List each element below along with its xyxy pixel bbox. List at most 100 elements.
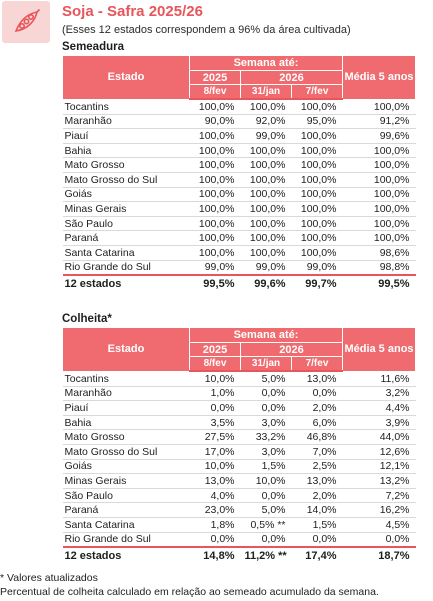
value-2026-a-cell: 100,0% <box>240 157 292 173</box>
table-row: Santa Catarina 100,0% 100,0% 100,0% 98,6% <box>62 245 416 261</box>
value-2026-a-cell: 100,0% <box>240 201 292 217</box>
value-2026-a-cell: 100,0% <box>240 216 292 232</box>
table-row: Bahia 100,0% 100,0% 100,0% 100,0% <box>62 143 416 159</box>
report-header: Soja - Safra 2025/26 (Esses 12 estados c… <box>0 0 433 44</box>
state-name-cell: Piauí <box>62 128 190 144</box>
table-row: São Paulo 4,0% 0,0% 2,0% 7,2% <box>62 488 416 504</box>
value-2026-a-cell: 99,6% <box>240 274 292 292</box>
table-row: Maranhão 1,0% 0,0% 0,0% 3,2% <box>62 386 416 402</box>
table-total-row: 12 estados 14,8% 11,2% ** 17,4% 18,7% <box>62 546 416 564</box>
table-row: Maranhão 90,0% 92,0% 95,0% 91,2% <box>62 114 416 130</box>
average-5y-cell: 100,0% <box>342 230 416 246</box>
state-name-cell: Paraná <box>62 230 190 246</box>
value-2026-a-cell: 99,0% <box>240 128 292 144</box>
value-2025-cell: 0,0% <box>189 532 241 548</box>
average-5y-cell: 4,4% <box>342 400 416 416</box>
col-header-date: 8/fev <box>189 356 241 372</box>
average-5y-cell: 3,2% <box>342 386 416 402</box>
col-header-estado: Estado <box>62 327 190 372</box>
average-5y-cell: 16,2% <box>342 502 416 518</box>
value-2026-a-cell: 33,2% <box>240 429 292 445</box>
value-2026-b-cell: 95,0% <box>291 114 343 130</box>
state-name-cell: Rio Grande do Sul <box>62 260 190 276</box>
colheita-table: Estado Semana até: Média 5 anos 2025 202… <box>62 327 416 564</box>
section-title-semeadura: Semeadura <box>62 41 125 53</box>
state-name-cell: Mato Grosso <box>62 429 190 445</box>
value-2026-a-cell: 100,0% <box>240 99 292 115</box>
value-2026-b-cell: 100,0% <box>291 128 343 144</box>
average-5y-cell: 11,6% <box>342 371 416 387</box>
state-name-cell: Maranhão <box>62 386 190 402</box>
col-header-media: Média 5 anos <box>342 55 416 100</box>
semeadura-table: Estado Semana até: Média 5 anos 2025 202… <box>62 55 416 292</box>
value-2025-cell: 17,0% <box>189 444 241 460</box>
state-name-cell: Maranhão <box>62 114 190 130</box>
value-2026-a-cell: 10,0% <box>240 473 292 489</box>
value-2025-cell: 100,0% <box>189 201 241 217</box>
table-row: Mato Grosso 100,0% 100,0% 100,0% 100,0% <box>62 157 416 173</box>
state-name-cell: Bahia <box>62 415 190 431</box>
average-5y-cell: 100,0% <box>342 172 416 188</box>
value-2026-a-cell: 0,0% <box>240 400 292 416</box>
value-2026-b-cell: 1,5% <box>291 517 343 533</box>
col-header-year-2025: 2025 <box>189 70 241 85</box>
value-2026-b-cell: 2,0% <box>291 400 343 416</box>
col-header-estado: Estado <box>62 55 190 100</box>
value-2026-a-cell: 100,0% <box>240 245 292 261</box>
table-row: Mato Grosso do Sul 100,0% 100,0% 100,0% 100,… <box>62 172 416 188</box>
value-2025-cell: 14,8% <box>189 546 241 564</box>
state-name-cell: Goiás <box>62 459 190 475</box>
col-header-date: 7/fev <box>291 356 343 372</box>
value-2026-b-cell: 100,0% <box>291 230 343 246</box>
average-5y-cell: 44,0% <box>342 429 416 445</box>
value-2025-cell: 100,0% <box>189 230 241 246</box>
value-2025-cell: 100,0% <box>189 172 241 188</box>
value-2025-cell: 100,0% <box>189 99 241 115</box>
value-2026-b-cell: 17,4% <box>291 546 343 564</box>
average-5y-cell: 100,0% <box>342 187 416 203</box>
table-row: Minas Gerais 100,0% 100,0% 100,0% 100,0% <box>62 201 416 217</box>
value-2026-b-cell: 100,0% <box>291 99 343 115</box>
average-5y-cell: 100,0% <box>342 216 416 232</box>
value-2025-cell: 90,0% <box>189 114 241 130</box>
value-2025-cell: 4,0% <box>189 488 241 504</box>
state-name-cell: Mato Grosso do Sul <box>62 172 190 188</box>
value-2026-b-cell: 100,0% <box>291 201 343 217</box>
average-5y-cell: 100,0% <box>342 143 416 159</box>
table-row: Mato Grosso do Sul 17,0% 3,0% 7,0% 12,6% <box>62 444 416 460</box>
value-2025-cell: 0,0% <box>189 400 241 416</box>
value-2026-b-cell: 0,0% <box>291 532 343 548</box>
col-header-date: 7/fev <box>291 84 343 100</box>
table-row: Santa Catarina 1,8% 0,5% ** 1,5% 4,5% <box>62 517 416 533</box>
value-2026-b-cell: 13,0% <box>291 473 343 489</box>
table-row: Piauí 0,0% 0,0% 2,0% 4,4% <box>62 400 416 416</box>
value-2025-cell: 100,0% <box>189 245 241 261</box>
value-2025-cell: 100,0% <box>189 216 241 232</box>
soybean-logo <box>2 1 50 43</box>
value-2026-a-cell: 100,0% <box>240 187 292 203</box>
state-name-cell: Bahia <box>62 143 190 159</box>
table-row: Goiás 100,0% 100,0% 100,0% 100,0% <box>62 187 416 203</box>
col-header-date: 31/jan <box>240 356 292 372</box>
average-5y-cell: 12,6% <box>342 444 416 460</box>
average-5y-cell: 12,1% <box>342 459 416 475</box>
value-2025-cell: 1,8% <box>189 517 241 533</box>
value-2026-b-cell: 2,5% <box>291 459 343 475</box>
table-row: Paraná 100,0% 100,0% 100,0% 100,0% <box>62 230 416 246</box>
state-name-cell: 12 estados <box>62 546 190 564</box>
value-2026-a-cell: 0,0% <box>240 488 292 504</box>
table-row: Rio Grande do Sul 99,0% 99,0% 99,0% 98,8% <box>62 260 416 276</box>
value-2026-b-cell: 0,0% <box>291 386 343 402</box>
value-2025-cell: 3,5% <box>189 415 241 431</box>
value-2026-b-cell: 100,0% <box>291 157 343 173</box>
average-5y-cell: 7,2% <box>342 488 416 504</box>
footnote-harvest-note: Percentual de colheita calculado em rela… <box>0 586 379 598</box>
col-header-year-2026: 2026 <box>240 70 343 85</box>
value-2026-a-cell: 3,0% <box>240 444 292 460</box>
table-row: Mato Grosso 27,5% 33,2% 46,8% 44,0% <box>62 429 416 445</box>
value-2025-cell: 10,0% <box>189 459 241 475</box>
state-name-cell: São Paulo <box>62 216 190 232</box>
state-name-cell: São Paulo <box>62 488 190 504</box>
table-row: Tocantins 100,0% 100,0% 100,0% 100,0% <box>62 99 416 115</box>
value-2026-b-cell: 100,0% <box>291 187 343 203</box>
